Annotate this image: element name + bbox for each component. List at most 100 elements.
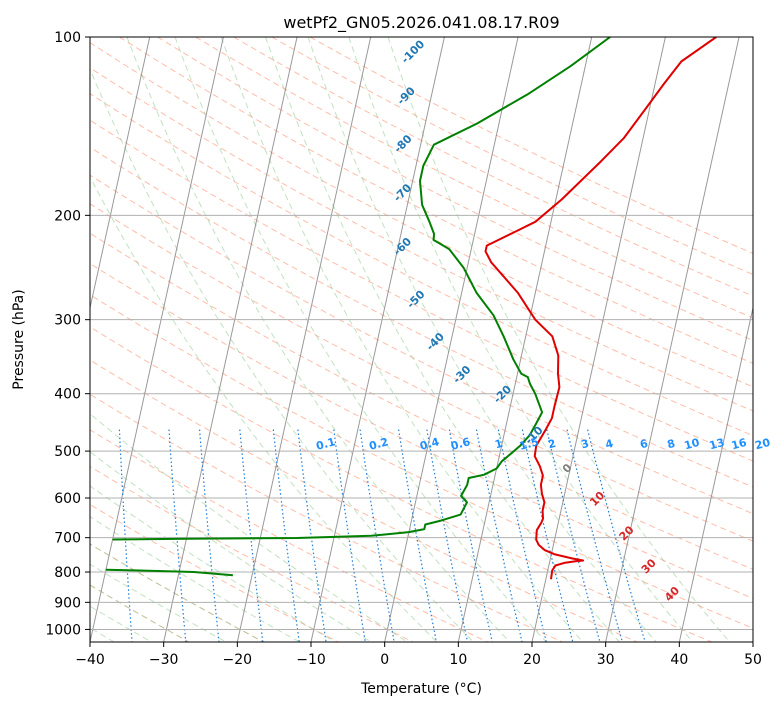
moist-adiabat <box>90 485 336 642</box>
moist-adiabat <box>90 584 190 642</box>
dry-adiabat <box>90 326 712 642</box>
x-tick-label: −20 <box>223 652 253 668</box>
moist-line-label: -90 <box>395 84 418 107</box>
dry-adiabat <box>90 93 753 437</box>
isotherm <box>90 37 224 642</box>
mix-line-label: 13 <box>708 436 726 453</box>
y-tick-label: 400 <box>54 387 81 403</box>
moist-adiabat <box>90 175 438 642</box>
dry-adiabat <box>90 543 264 642</box>
mix-line-label: 10 <box>683 436 701 453</box>
mixing-ratio-line <box>272 429 300 642</box>
moist-adiabat <box>90 413 408 642</box>
gray-line-label: 0 <box>560 461 575 476</box>
mixing-ratio-line <box>546 429 601 642</box>
dry-line-label: 40 <box>662 584 682 604</box>
mix-line-label: 3 <box>580 437 591 452</box>
isotherm <box>236 37 372 642</box>
dry-adiabat <box>309 37 753 254</box>
mixing-ratio-line <box>426 429 469 642</box>
moist-adiabat <box>90 67 474 642</box>
mixing-ratio-line <box>398 429 437 642</box>
moist-adiabat <box>265 37 620 642</box>
dry-adiabat <box>90 232 753 570</box>
background-lines <box>0 37 753 642</box>
x-tick-label: 30 <box>597 652 615 668</box>
y-tick-label: 700 <box>54 531 81 547</box>
isotherm <box>678 305 753 642</box>
mix-line-label: 8 <box>666 437 677 452</box>
mixing-ratio-line <box>566 429 623 642</box>
dry-adiabat <box>90 294 753 629</box>
x-tick-label: −30 <box>149 652 179 668</box>
dry-adiabat <box>90 263 753 599</box>
dry-adiabat <box>90 359 638 642</box>
x-tick-label: −40 <box>75 652 105 668</box>
mixing-ratio-line <box>475 429 523 642</box>
dry-adiabat <box>90 119 753 462</box>
x-tick-label: 10 <box>449 652 467 668</box>
x-axis-ticks: −40 −30 −20 −10 0 10 20 30 40 50 <box>75 642 762 668</box>
mix-line-label: 0.6 <box>449 435 472 453</box>
dry-adiabat <box>90 67 753 412</box>
chart-title: wetPf2_GN05.2026.041.08.17.R09 <box>283 13 559 33</box>
y-tick-label: 100 <box>54 30 81 46</box>
moist-line-label: -100 <box>399 37 428 66</box>
moist-adiabat <box>126 37 511 642</box>
moist-adiabat <box>174 37 547 642</box>
isotherm <box>457 37 593 642</box>
dry-line-label: 20 <box>617 523 637 543</box>
mixing-ratio-line <box>297 429 327 642</box>
dewpoint-profile <box>105 568 233 577</box>
dry-adiabat <box>90 174 753 515</box>
isotherm <box>0 37 2 642</box>
temperature-profile <box>484 37 717 580</box>
y-axis-label: Pressure (hPa) <box>11 289 27 389</box>
x-tick-label: 40 <box>670 652 688 668</box>
dry-adiabat <box>90 503 339 642</box>
mix-line-label: 0.2 <box>368 435 390 453</box>
isotherm <box>605 37 740 642</box>
dry-adiabat <box>90 146 753 488</box>
dry-adiabat <box>157 37 753 341</box>
moist-adiabat <box>348 37 694 642</box>
dry-adiabat <box>119 37 753 364</box>
moist-adiabat <box>307 37 657 642</box>
isotherm <box>752 639 753 642</box>
traces <box>105 37 717 580</box>
x-tick-label: 50 <box>744 652 762 668</box>
x-tick-label: 20 <box>523 652 541 668</box>
dry-adiabat <box>195 37 753 319</box>
x-tick-label: 0 <box>380 652 389 668</box>
grid-lines <box>90 36 753 630</box>
dry-adiabat <box>233 37 753 297</box>
mix-line-label: 1 <box>493 437 504 452</box>
mix-line-label: 0.4 <box>418 435 441 453</box>
isotherm <box>384 37 519 642</box>
y-tick-label: 600 <box>54 491 81 507</box>
x-tick-label: −10 <box>296 652 326 668</box>
dry-adiabat <box>90 393 563 642</box>
dry-adiabat <box>90 429 488 642</box>
moist-adiabat <box>220 37 584 642</box>
mixing-ratio-line <box>239 429 264 642</box>
y-tick-label: 900 <box>54 595 81 611</box>
y-tick-label: 200 <box>54 208 81 224</box>
isotherm <box>163 37 298 642</box>
plot-frame <box>89 36 754 643</box>
dry-adiabat <box>90 584 190 642</box>
mixing-ratio-line <box>168 429 187 642</box>
dry-line-label: 30 <box>639 556 659 576</box>
moist-line-label: -60 <box>391 235 414 258</box>
dry-line-label: 10 <box>587 489 607 509</box>
mix-line-label: 0.1 <box>315 435 337 453</box>
mix-line-label: 2 <box>546 437 557 452</box>
y-tick-label: 500 <box>54 444 81 460</box>
moist-adiabat <box>90 563 227 642</box>
moist-line-label: -30 <box>450 363 473 386</box>
mixing-ratio-line <box>521 429 574 642</box>
x-axis-label: Temperature (°C) <box>360 681 482 697</box>
moist-adiabat <box>0 37 2 642</box>
mix-line-label: 4 <box>604 437 615 452</box>
